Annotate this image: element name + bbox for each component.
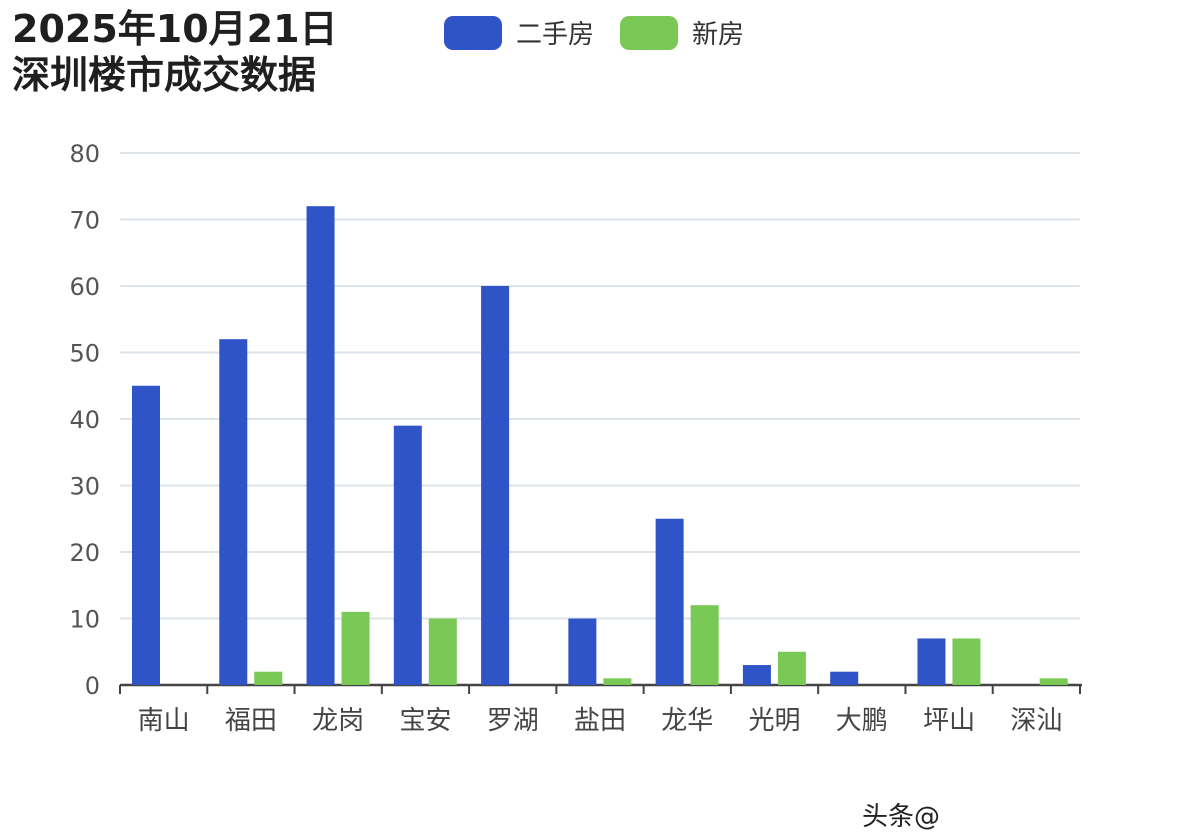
bar-second-hand <box>830 671 859 685</box>
x-category-label: 盐田 <box>574 706 626 736</box>
legend: 二手房 新房 <box>444 14 770 51</box>
y-tick-label: 20 <box>69 539 100 567</box>
legend-label-new-house: 新房 <box>692 20 745 50</box>
legend-label-second-hand: 二手房 <box>516 20 595 50</box>
bar-new-house <box>1039 678 1068 685</box>
bar-second-hand <box>742 665 771 685</box>
bar-new-house <box>603 678 632 685</box>
legend-item-new-house[interactable]: 新房 <box>620 14 744 51</box>
x-category-label: 南山 <box>138 706 190 736</box>
bar-second-hand <box>917 638 946 685</box>
x-category-label: 罗湖 <box>487 706 539 736</box>
x-category-label: 宝安 <box>399 706 451 736</box>
bar-new-house <box>952 638 981 685</box>
y-tick-label: 60 <box>69 273 100 301</box>
legend-item-second-hand[interactable]: 二手房 <box>444 14 594 51</box>
bar-second-hand <box>219 339 248 685</box>
legend-swatch-new-house <box>620 15 679 50</box>
x-category-label: 光明 <box>749 706 801 736</box>
x-category-label: 坪山 <box>923 706 975 736</box>
y-tick-label: 0 <box>85 672 100 700</box>
y-tick-label: 80 <box>69 140 100 168</box>
bar-second-hand <box>568 618 597 685</box>
bar-second-hand <box>655 518 684 685</box>
x-category-label: 大鹏 <box>836 706 888 736</box>
y-tick-label: 70 <box>69 207 100 235</box>
chart-title: 2025年10月21日 深圳楼市成交数据 <box>12 6 338 98</box>
bar-chart: 0 10 20 30 40 50 60 70 80 南山 福田 龙岗 宝安 罗湖 盐田 龙华 光明 大鹏 坪山 深汕 <box>69 140 1082 736</box>
title-line-date: 2025年10月21日 <box>12 7 338 51</box>
watermark: 头条@ <box>862 802 941 832</box>
bar-new-house <box>254 671 283 685</box>
bar-second-hand <box>393 425 422 685</box>
x-category-label: 深汕 <box>1010 706 1062 736</box>
bar-second-hand <box>481 286 510 685</box>
bar-new-house <box>341 611 370 685</box>
x-category-label: 龙华 <box>661 706 713 736</box>
y-tick-label: 40 <box>69 406 100 434</box>
x-category-label: 福田 <box>225 706 277 736</box>
x-category-label: 龙岗 <box>312 706 364 736</box>
bar-new-house <box>428 618 457 685</box>
bar-second-hand <box>132 385 160 685</box>
title-line-subject: 深圳楼市成交数据 <box>12 53 317 97</box>
y-tick-label: 30 <box>69 473 100 501</box>
y-tick-label: 10 <box>69 606 100 634</box>
bar-second-hand <box>306 206 335 685</box>
bar-new-house <box>690 605 719 685</box>
y-tick-label: 50 <box>69 340 100 368</box>
bar-new-house <box>777 651 806 685</box>
legend-swatch-second-hand <box>444 15 502 50</box>
